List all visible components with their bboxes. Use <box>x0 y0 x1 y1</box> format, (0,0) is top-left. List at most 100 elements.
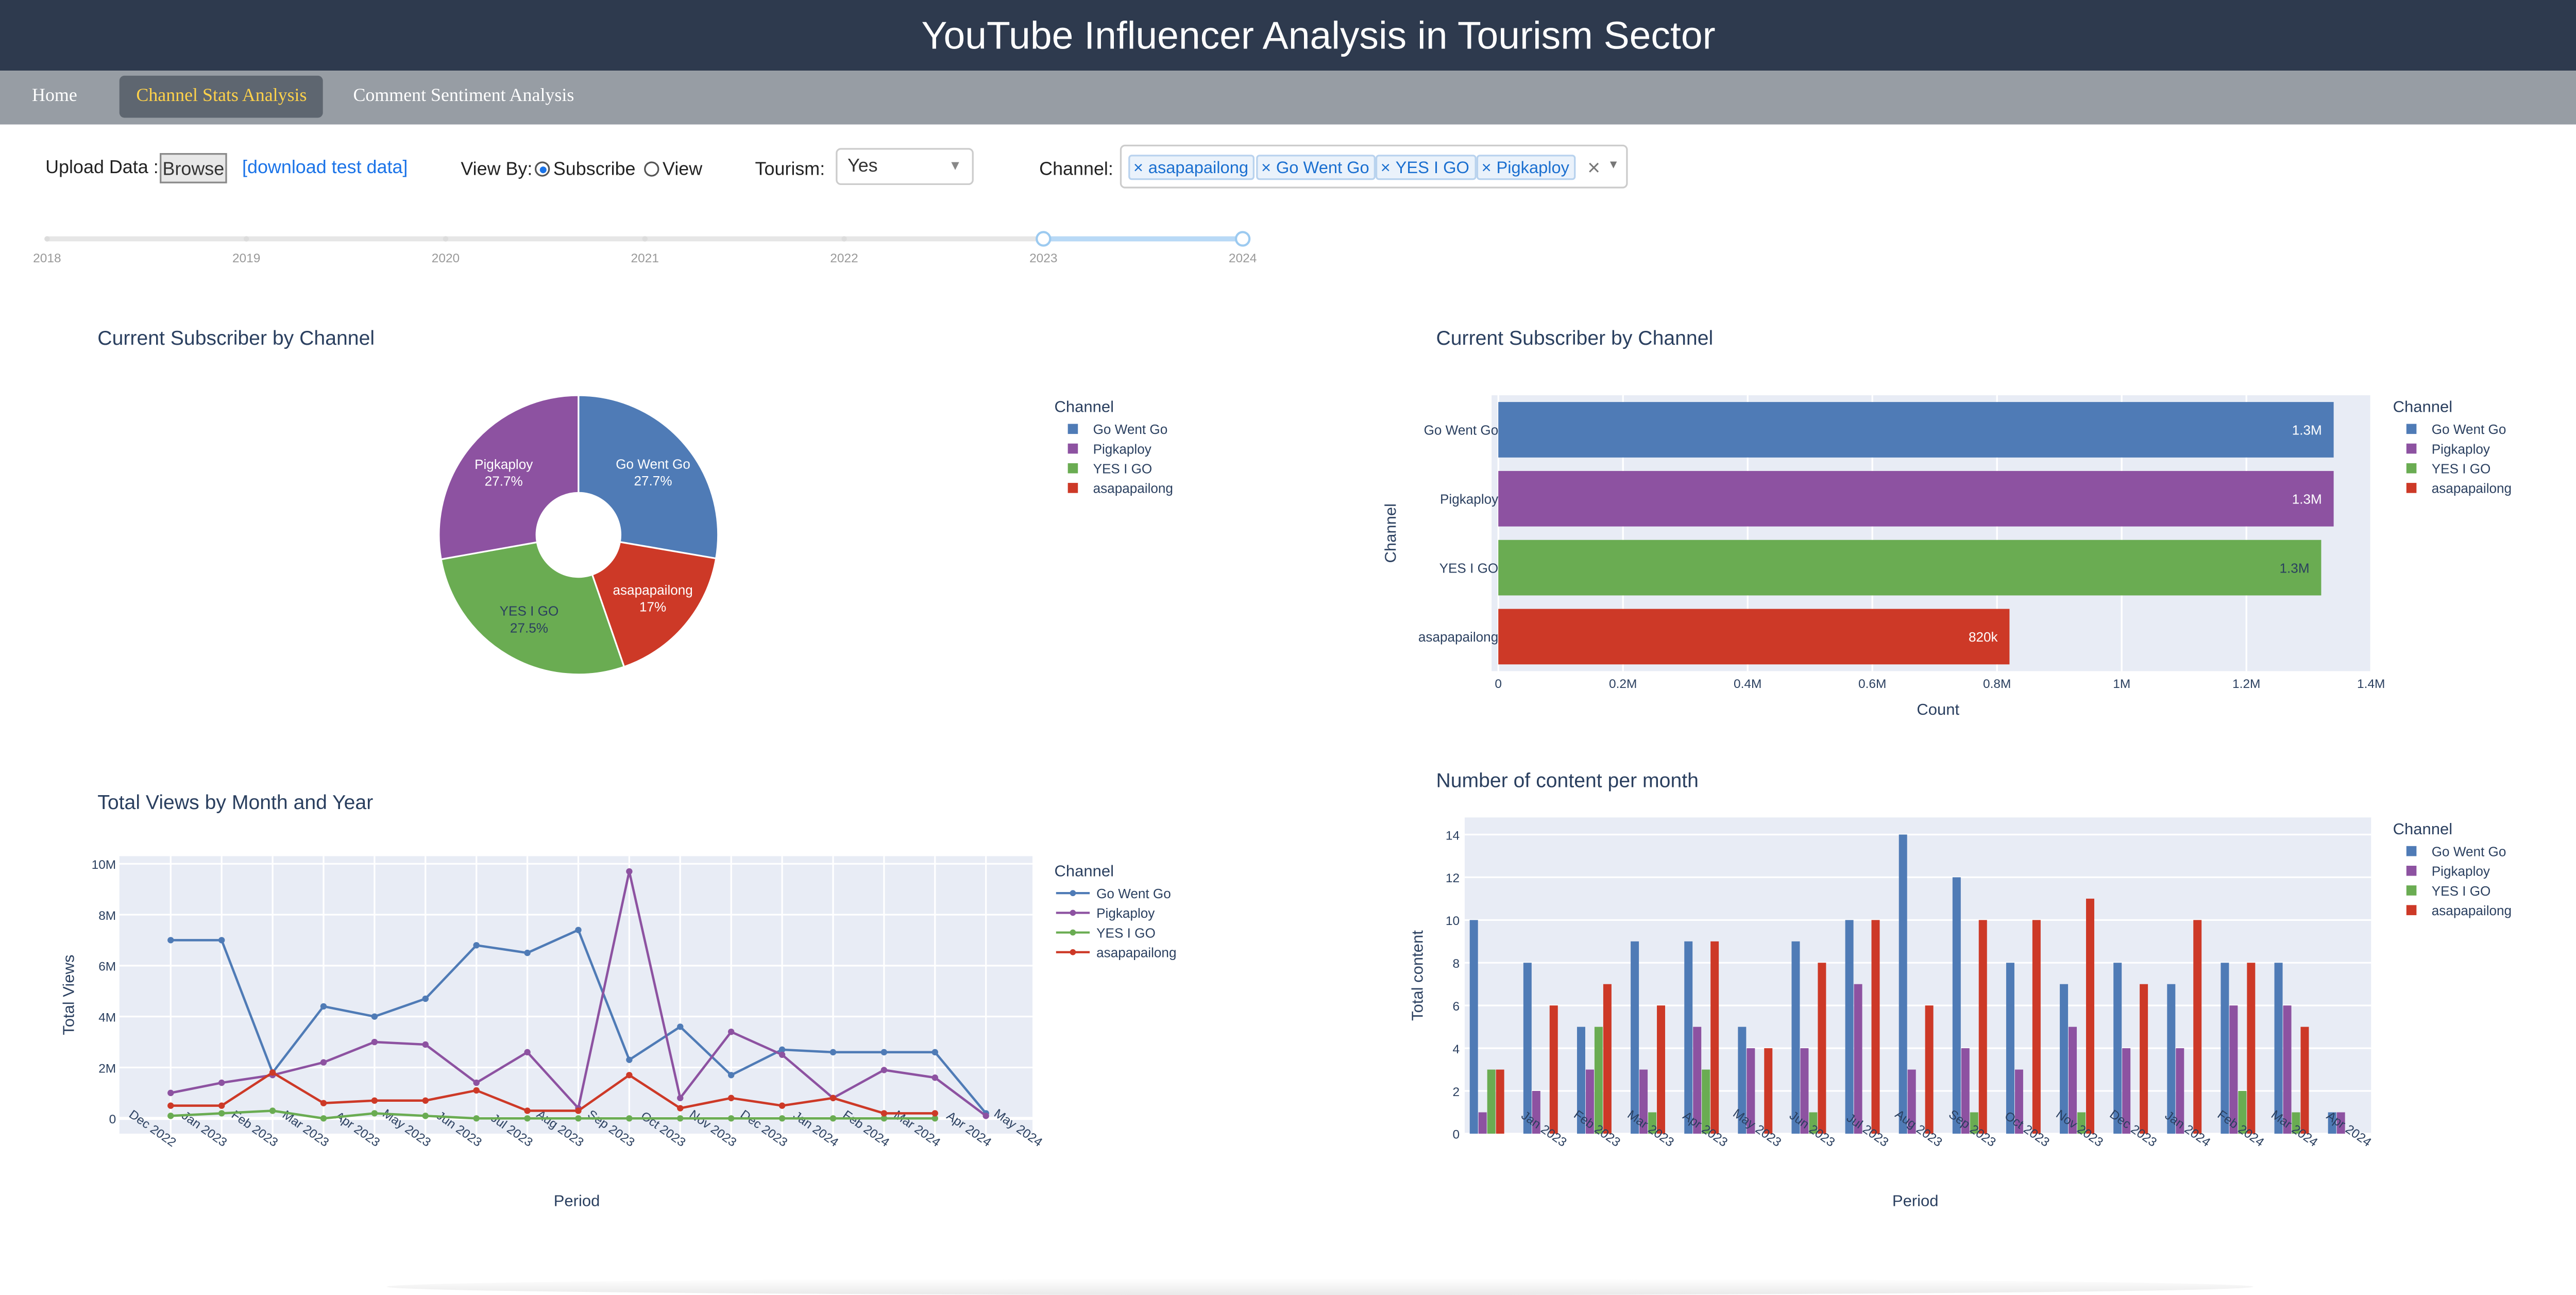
hbar-data-label: 1.3M <box>2280 560 2310 576</box>
grouped-bar <box>1496 1070 1504 1134</box>
grouped-bar <box>1818 963 1826 1134</box>
legend-swatch <box>1068 483 1078 493</box>
legend-swatch <box>2406 885 2417 896</box>
pie-percent: 17% <box>639 599 666 615</box>
grouped-bar <box>1550 1005 1558 1134</box>
line-point <box>881 1110 887 1116</box>
line-ylabel: Total Views <box>60 955 78 1035</box>
line-point <box>881 1067 887 1073</box>
line-point <box>473 942 479 948</box>
grouped-ytick: 2 <box>1453 1085 1460 1099</box>
hbar-xtick: 0 <box>1495 677 1502 691</box>
line-point <box>269 1107 276 1114</box>
legend-label: Pigkaploy <box>2432 864 2490 879</box>
grouped-bar <box>1925 1005 1934 1134</box>
legend-swatch <box>2406 846 2417 856</box>
grouped-bar <box>1657 1005 1665 1134</box>
grouped-bar <box>1470 920 1478 1134</box>
legend-swatch <box>2406 444 2417 454</box>
line-point <box>779 1102 785 1108</box>
grouped-bar <box>2006 963 2014 1134</box>
grouped-bar <box>1953 877 1961 1134</box>
legend-marker <box>1070 910 1076 916</box>
grouped-ytick: 0 <box>1453 1128 1460 1142</box>
grouped-bar <box>2193 920 2201 1134</box>
line-point <box>932 1049 938 1055</box>
legend-label: Go Went Go <box>1096 886 1171 901</box>
legend-title: Channel <box>2393 398 2452 416</box>
line-point <box>218 1110 225 1116</box>
line-point <box>932 1074 938 1081</box>
line-point <box>473 1115 479 1121</box>
hbar-data-label: 1.3M <box>2292 423 2322 438</box>
legend-title: Channel <box>1055 862 1114 880</box>
line-point <box>167 1102 174 1108</box>
line-point <box>524 1049 530 1055</box>
line-point <box>575 1107 581 1114</box>
line-point <box>575 1115 581 1121</box>
legend-label: asapapailong <box>2432 903 2512 918</box>
line-point <box>524 950 530 956</box>
line-point <box>473 1087 479 1094</box>
line-point <box>575 927 581 933</box>
legend-marker <box>1070 930 1076 936</box>
line-point <box>167 937 174 943</box>
grouped-bar <box>2247 963 2255 1134</box>
line-point <box>677 1095 683 1101</box>
legend-swatch <box>2406 463 2417 474</box>
grouped-ytick: 14 <box>1446 829 1460 843</box>
line-ytick: 10M <box>92 858 116 872</box>
hbar-xtick: 1M <box>2113 677 2130 691</box>
grouped-bar <box>1845 920 1854 1134</box>
legend-label: Pigkaploy <box>1093 441 1151 457</box>
line-point <box>728 1115 734 1121</box>
grouped-bar <box>1872 920 1880 1134</box>
legend-title: Channel <box>1055 398 1114 416</box>
line-point <box>677 1115 683 1121</box>
legend-label: YES I GO <box>1096 925 1156 940</box>
legend-swatch <box>1068 424 1078 434</box>
line-point <box>167 1090 174 1096</box>
hbar-xtick: 0.6M <box>1858 677 1886 691</box>
line-point <box>269 1069 276 1075</box>
line-point <box>320 1059 327 1065</box>
hbar-xtick: 1.4M <box>2357 677 2385 691</box>
hbar-xtick: 0.2M <box>1609 677 1637 691</box>
line-ytick: 2M <box>98 1062 116 1075</box>
legend-label: Go Went Go <box>2432 422 2506 437</box>
line-point <box>932 1110 938 1116</box>
grouped-ylabel: Total content <box>1408 930 1426 1021</box>
line-point <box>422 996 429 1002</box>
legend-label: Go Went Go <box>1093 422 1168 437</box>
line-point <box>626 1072 632 1078</box>
grouped-bar <box>1979 920 1987 1134</box>
legend-swatch <box>2406 905 2417 915</box>
grouped-bar <box>2140 984 2148 1134</box>
legend-label: asapapailong <box>1093 481 1173 496</box>
legend-label: Pigkaploy <box>1096 905 1155 921</box>
line-ytick: 0 <box>109 1113 116 1126</box>
line-plot-area <box>120 856 1032 1134</box>
grouped-bar <box>1684 941 1692 1134</box>
legend-title: Channel <box>2393 820 2452 838</box>
pie-percent: 27.5% <box>510 620 548 635</box>
grouped-bar <box>1595 1027 1603 1134</box>
hbar-ytick: asapapailong <box>1418 629 1498 645</box>
legend-label: YES I GO <box>1093 461 1153 476</box>
grouped-bar <box>1791 941 1800 1134</box>
hbar-bar <box>1498 609 2009 665</box>
pie-percent: 27.7% <box>485 473 523 489</box>
hbar-xlabel: Count <box>1917 700 1959 718</box>
line-point <box>422 1041 429 1048</box>
line-point <box>830 1115 836 1121</box>
hbar-data-label: 1.3M <box>2292 492 2322 507</box>
hbar-bar <box>1498 540 2321 596</box>
legend-marker <box>1070 890 1076 896</box>
legend-label: asapapailong <box>1096 945 1176 961</box>
line-ytick: 6M <box>98 960 116 974</box>
grouped-bar <box>1479 1112 1487 1133</box>
line-point <box>524 1115 530 1121</box>
line-point <box>473 1080 479 1086</box>
line-point <box>779 1115 785 1121</box>
grouped-ytick: 12 <box>1446 871 1460 885</box>
